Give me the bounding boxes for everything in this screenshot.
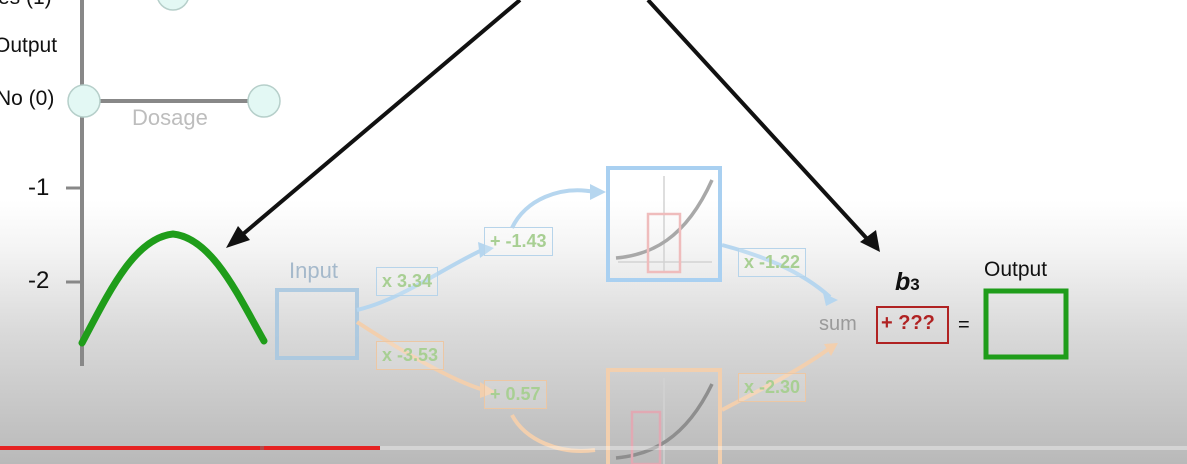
data-point-yes	[157, 0, 189, 11]
connection-bias-bottom	[510, 414, 596, 453]
highlight-box-top	[646, 212, 682, 274]
bias-bottom-label: + 0.57	[484, 380, 547, 409]
unknown-bias-box	[876, 306, 949, 344]
softplus-curve-bottom	[615, 383, 714, 460]
connection-arrowhead-top-a	[478, 242, 494, 258]
connection-input-top	[356, 248, 483, 312]
sum-label: sum	[819, 313, 857, 335]
out-weight-top-label: x -1.22	[738, 248, 807, 277]
activation-box-bottom	[606, 368, 722, 464]
chapter-gap	[260, 446, 264, 450]
arrow-to-b3-head	[860, 230, 880, 252]
connection-arrowhead-top-b	[590, 184, 606, 200]
arrow-to-curve-line	[234, 0, 522, 242]
b3-symbol: b	[895, 268, 911, 296]
connection-arrowhead-out-bottom	[824, 343, 838, 356]
arrow-to-curve-head	[226, 226, 250, 248]
highlight-box-bottom	[630, 410, 662, 464]
unknown-bias-text: + ???	[881, 312, 935, 334]
y-label-output: Output	[0, 34, 58, 57]
data-point-no-low	[67, 84, 101, 118]
softplus-curve-top	[615, 179, 714, 260]
input-label: Input	[289, 258, 338, 283]
b3-subscript: 3	[910, 275, 920, 294]
tick-label-minus1: -1	[28, 174, 50, 201]
green-curve	[78, 230, 268, 347]
equals-sign: =	[958, 314, 970, 336]
activation-box-top	[606, 166, 722, 282]
arrow-to-b3-line	[646, 0, 872, 244]
connection-input-bottom	[355, 320, 485, 392]
output-node-box	[983, 288, 1069, 360]
y-label-yes: es (1)	[0, 0, 52, 10]
input-node-box	[275, 288, 359, 360]
progress-played	[0, 446, 380, 450]
out-weight-bottom-label: x -2.30	[738, 373, 807, 402]
bias-top-label: + -1.43	[484, 227, 553, 256]
weight-bottom-label: x -3.53	[376, 341, 445, 370]
connection-arrowhead-out-top	[823, 293, 838, 306]
connection-out-bottom	[721, 346, 832, 412]
video-progress-bar[interactable]	[0, 446, 1187, 450]
x-axis-label-dosage: Dosage	[132, 105, 208, 130]
connection-bias-top	[510, 188, 596, 229]
weight-top-label: x 3.34	[376, 267, 439, 296]
data-point-no-high	[247, 84, 281, 118]
output-label: Output	[984, 258, 1048, 281]
connection-out-top	[721, 243, 832, 299]
tick-label-minus2: -2	[28, 267, 50, 294]
b3-label: b3	[895, 268, 920, 297]
y-label-no: No (0)	[0, 87, 55, 110]
